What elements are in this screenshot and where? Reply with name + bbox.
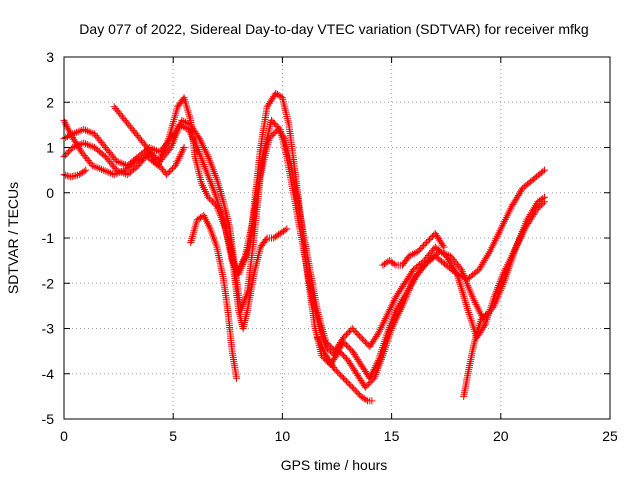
y-tick-label: -3 bbox=[42, 321, 55, 337]
x-tick-label: 0 bbox=[60, 428, 68, 444]
data-points bbox=[60, 89, 548, 405]
y-tick-label: 2 bbox=[46, 94, 54, 110]
y-tick-label: 1 bbox=[46, 140, 54, 156]
x-tick-label: 10 bbox=[275, 428, 291, 444]
chart-title: Day 077 of 2022, Sidereal Day-to-day VTE… bbox=[79, 21, 588, 37]
x-tick-label: 25 bbox=[602, 428, 618, 444]
x-tick-labels: 0 5 10 15 20 25 bbox=[60, 428, 618, 444]
y-tick-label: 0 bbox=[46, 185, 54, 201]
grid bbox=[64, 57, 610, 419]
y-tick-label: -5 bbox=[42, 411, 55, 427]
x-axis-label: GPS time / hours bbox=[281, 457, 388, 473]
x-tick-label: 20 bbox=[493, 428, 509, 444]
plus-markers bbox=[60, 89, 548, 405]
y-tick-label: 3 bbox=[46, 49, 54, 65]
y-tick-label: -1 bbox=[42, 230, 55, 246]
y-tick-labels: -5 -4 -3 -2 -1 0 1 2 3 bbox=[42, 49, 55, 427]
x-tick-label: 5 bbox=[169, 428, 177, 444]
y-tick-label: -4 bbox=[42, 366, 55, 382]
ticks bbox=[63, 56, 611, 420]
y-axis-label: SDTVAR / TECUs bbox=[5, 182, 21, 294]
y-tick-label: -2 bbox=[42, 275, 55, 291]
x-tick-label: 15 bbox=[384, 428, 400, 444]
